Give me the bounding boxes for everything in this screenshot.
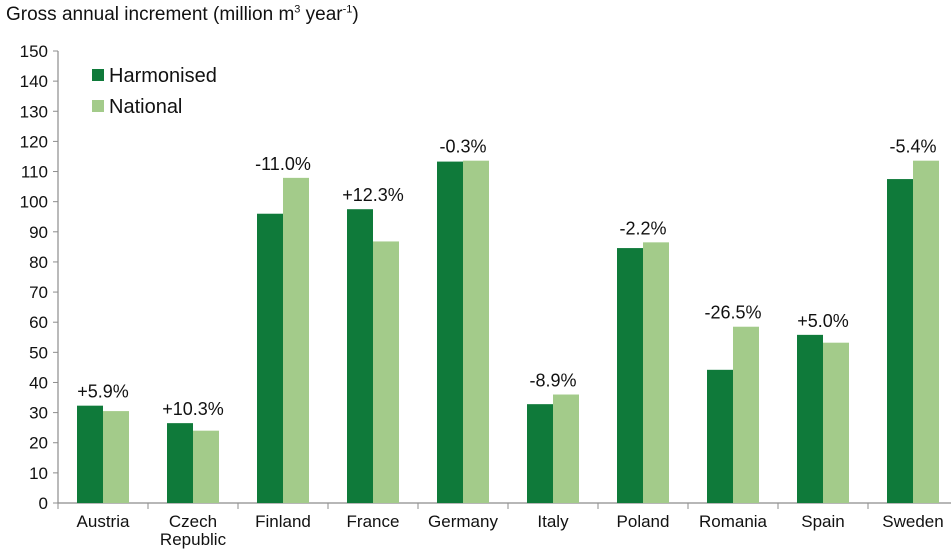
y-tick-label: 30 <box>29 404 48 423</box>
bar-harmonised <box>167 423 193 503</box>
bar-national <box>103 411 129 503</box>
y-tick-label: 20 <box>29 434 48 453</box>
y-tick-label: 90 <box>29 223 48 242</box>
chart-title: Gross annual increment (million m3 year-… <box>6 3 359 25</box>
x-tick-label: Republic <box>160 530 227 549</box>
x-tick-label: Spain <box>801 512 844 531</box>
x-tick-label: Germany <box>428 512 498 531</box>
y-tick-label: 150 <box>20 42 48 61</box>
percent-difference-label: +5.9% <box>77 382 129 402</box>
percent-difference-label: +12.3% <box>342 185 404 205</box>
y-tick-label: 100 <box>20 193 48 212</box>
y-tick-label: 70 <box>29 283 48 302</box>
bar-harmonised <box>617 248 643 503</box>
bar-harmonised <box>887 179 913 504</box>
x-tick-label: Italy <box>537 512 569 531</box>
bar-national <box>283 177 309 503</box>
x-tick-label: France <box>347 512 400 531</box>
y-tick-label: 40 <box>29 373 48 392</box>
bar-national <box>913 160 939 503</box>
x-tick-label: Czech <box>169 512 217 531</box>
y-tick-label: 110 <box>21 163 48 182</box>
x-tick-label: Sweden <box>882 512 943 531</box>
x-tick-label: Romania <box>699 512 768 531</box>
x-tick-label: Austria <box>77 512 130 531</box>
bar-national <box>733 326 759 503</box>
bar-national <box>553 394 579 503</box>
bar-national <box>643 242 669 503</box>
percent-difference-label: -26.5% <box>704 303 761 323</box>
bar-harmonised <box>77 405 103 503</box>
legend-label-harmonised: Harmonised <box>109 65 217 87</box>
bar-harmonised <box>437 161 463 503</box>
percent-difference-label: +10.3% <box>162 399 224 419</box>
percent-difference-label: +5.0% <box>797 311 849 331</box>
legend-swatch-national <box>92 100 104 112</box>
y-tick-label: 140 <box>20 72 48 91</box>
y-tick-label: 80 <box>29 253 48 272</box>
y-tick-label: 0 <box>39 494 48 513</box>
bar-harmonised <box>707 369 733 503</box>
bar-harmonised <box>347 209 373 503</box>
bar-national <box>823 342 849 503</box>
percent-difference-label: -8.9% <box>529 371 576 391</box>
y-tick-label: 60 <box>29 313 48 332</box>
y-tick-label: 10 <box>29 464 48 483</box>
y-tick-label: 130 <box>20 102 48 121</box>
y-tick-label: 120 <box>20 132 48 151</box>
bar-national <box>463 160 489 503</box>
percent-difference-label: -2.2% <box>619 218 666 238</box>
percent-difference-label: -11.0% <box>255 154 311 174</box>
bar-national <box>193 430 219 503</box>
y-tick-label: 50 <box>29 343 48 362</box>
x-tick-label: Poland <box>617 512 670 531</box>
percent-difference-label: -5.4% <box>889 137 936 157</box>
x-tick-label: Finland <box>255 512 311 531</box>
legend-swatch-harmonised <box>92 69 104 81</box>
bar-national <box>373 241 399 503</box>
bar-harmonised <box>797 334 823 503</box>
bar-harmonised <box>527 404 553 503</box>
percent-difference-label: -0.3% <box>439 137 486 157</box>
legend-label-national: National <box>109 96 182 118</box>
bar-harmonised <box>257 213 283 503</box>
